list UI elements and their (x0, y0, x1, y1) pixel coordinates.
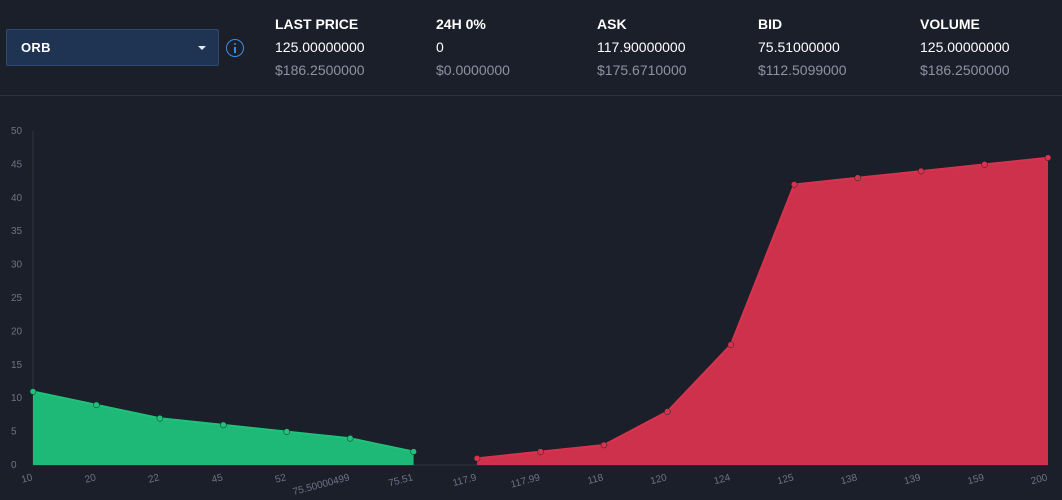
stat-fiat: $175.6710000 (597, 62, 687, 78)
bid-point (220, 421, 227, 429)
x-tick-label: 159 (966, 472, 985, 487)
stat-label: BID (758, 16, 783, 32)
x-tick-label: 200 (1030, 472, 1049, 487)
y-tick-label: 0 (11, 460, 17, 471)
x-tick-label: 75.50000499 (292, 472, 352, 498)
stat-label: LAST PRICE (275, 16, 359, 32)
ask-line (476, 156, 1049, 460)
ask-point (537, 448, 544, 455)
x-tick-label: 118 (586, 472, 605, 487)
x-tick-label: 139 (903, 472, 922, 487)
x-tick-label: 20 (84, 472, 98, 486)
bid-point (93, 401, 100, 409)
y-tick-label: 30 (11, 260, 23, 271)
y-tick-label: 20 (11, 326, 23, 337)
bid-point (410, 448, 417, 455)
ask-point (473, 455, 481, 462)
bid-area (33, 391, 414, 465)
stat-label: VOLUME (920, 16, 980, 32)
x-tick-label: 10 (20, 472, 34, 486)
bid-point (156, 414, 164, 422)
stat-volume: VOLUME 125.00000000 $186.2500000 (920, 15, 1010, 80)
y-tick-label: 45 (11, 159, 23, 170)
stat-24h-change: 24H 0% 0 $0.0000000 (436, 15, 510, 80)
depth-chart: 0 5 10 15 20 25 30 35 40 45 50 10 20 22 45 52 75.5000049… (11, 126, 1052, 498)
stat-value: 0 (436, 39, 444, 55)
x-tick-label: 22 (147, 472, 161, 486)
x-tick-label: 75.51 (387, 472, 414, 489)
y-tick-label: 5 (11, 427, 17, 438)
y-tick-label: 10 (11, 393, 23, 404)
ask-point (854, 174, 861, 182)
y-tick-label: 50 (11, 126, 23, 137)
stat-value: 125.00000000 (275, 39, 365, 55)
stat-fiat: $0.0000000 (436, 62, 510, 78)
ask-area (477, 157, 1048, 465)
stat-fiat: $112.5099000 (758, 62, 847, 78)
stat-bid: BID 75.51000000 $112.5099000 (758, 15, 847, 80)
caret-down-icon (198, 46, 206, 50)
market-select[interactable]: ORB (6, 29, 219, 66)
x-tick-label: 125 (776, 472, 795, 487)
bid-point (283, 428, 290, 435)
ask-point (981, 161, 988, 168)
stat-label: ASK (597, 16, 627, 32)
x-tick-label: 117.99 (510, 472, 542, 490)
y-tick-label: 40 (11, 193, 23, 204)
stat-value: 125.00000000 (920, 39, 1010, 55)
x-tick-label: 124 (713, 472, 732, 487)
x-tick-label: 138 (839, 472, 858, 487)
y-tick-label: 35 (11, 226, 23, 237)
stat-fiat: $186.2500000 (275, 62, 365, 78)
market-header: ORB LAST PRICE 125.00000000 $186.2500000… (0, 0, 1062, 96)
info-icon[interactable] (226, 39, 244, 57)
ask-point (917, 167, 925, 175)
ask-point (1044, 154, 1052, 161)
x-tick-label: 117.9 (452, 472, 479, 489)
market-select-value: ORB (21, 40, 51, 55)
ask-point (664, 408, 671, 415)
x-tick-label: 120 (649, 472, 668, 487)
ask-point (791, 181, 798, 188)
x-tick-label: 45 (210, 472, 224, 486)
y-tick-label: 15 (11, 360, 23, 371)
stat-fiat: $186.2500000 (920, 62, 1010, 78)
stat-value: 75.51000000 (758, 39, 840, 55)
y-tick-label: 25 (11, 293, 23, 304)
stat-last-price: LAST PRICE 125.00000000 $186.2500000 (275, 15, 365, 80)
ask-point (600, 441, 608, 449)
stat-label: 24H 0% (436, 16, 486, 32)
stat-ask: ASK 117.90000000 $175.6710000 (597, 15, 687, 80)
bid-point (29, 388, 37, 395)
x-tick-label: 52 (274, 472, 288, 486)
ask-point (727, 341, 735, 349)
bid-point (346, 435, 354, 442)
stat-value: 117.90000000 (597, 39, 686, 55)
